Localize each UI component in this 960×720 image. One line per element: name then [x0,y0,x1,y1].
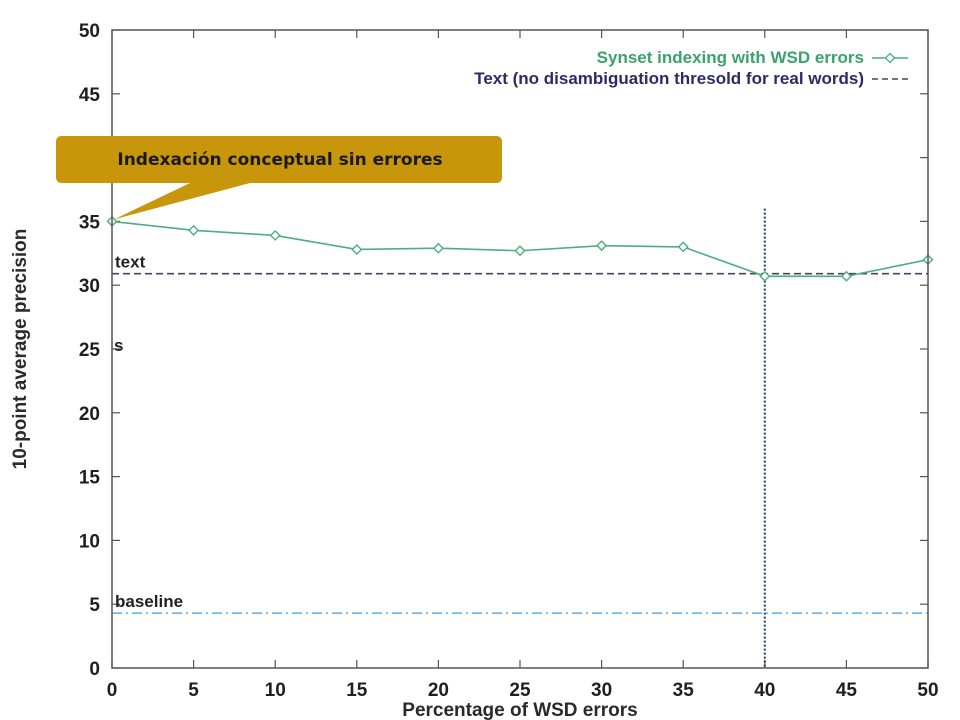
y-tick-label: 20 [79,404,100,425]
y-tick-label: 10 [79,531,100,552]
data-point [188,224,200,236]
data-point [269,229,281,241]
x-tick-label: 35 [673,680,695,701]
callout-text: Indexación conceptual sin errores [117,150,442,170]
legend: Synset indexing with WSD errors Text (no … [474,48,908,88]
data-point [840,270,852,282]
data-point [351,243,363,255]
y-tick-label: 5 [89,595,100,616]
y-tick-label: 0 [89,659,100,680]
x-tick-label: 5 [188,680,199,701]
data-point [514,245,526,257]
x-tick-label: 25 [509,680,531,701]
x-axis-label: Percentage of WSD errors [402,700,637,720]
x-tick-label: 0 [107,680,118,701]
y-axis-label: 10-point average precision [10,229,31,470]
data-point [432,242,444,254]
y-tick-label: 30 [79,276,100,297]
reference-lines: text baseline s [112,208,928,668]
reference-label-baseline: baseline [115,592,183,611]
x-tick-label: 40 [754,680,775,701]
data-point [677,241,689,253]
callout: Indexación conceptual sin errores [56,136,502,220]
y-tick-label: 50 [79,21,100,42]
x-tick-label: 45 [836,680,858,701]
series-layer [106,215,934,282]
legend-label-synset: Synset indexing with WSD errors [597,48,864,67]
data-point [759,270,771,282]
x-tick-label: 30 [591,680,612,701]
annotation-label: s [114,336,123,355]
callout-bubble [56,136,502,220]
x-axis-ticks: 0 5 10 15 20 25 30 35 40 45 50 [107,30,939,701]
legend-marker-synset [884,52,896,64]
x-tick-label: 15 [346,680,368,701]
y-tick-label: 25 [79,340,101,361]
plot-frame [111,29,929,669]
x-tick-label: 20 [428,680,449,701]
y-tick-label: 35 [79,212,101,233]
y-tick-label: 45 [79,85,101,106]
reference-label-text: text [115,253,146,272]
x-tick-label: 10 [265,680,286,701]
y-tick-label: 15 [79,468,101,489]
x-tick-label: 50 [917,680,938,701]
legend-label-text: Text (no disambiguation thresold for rea… [474,69,864,88]
data-point [596,240,608,252]
